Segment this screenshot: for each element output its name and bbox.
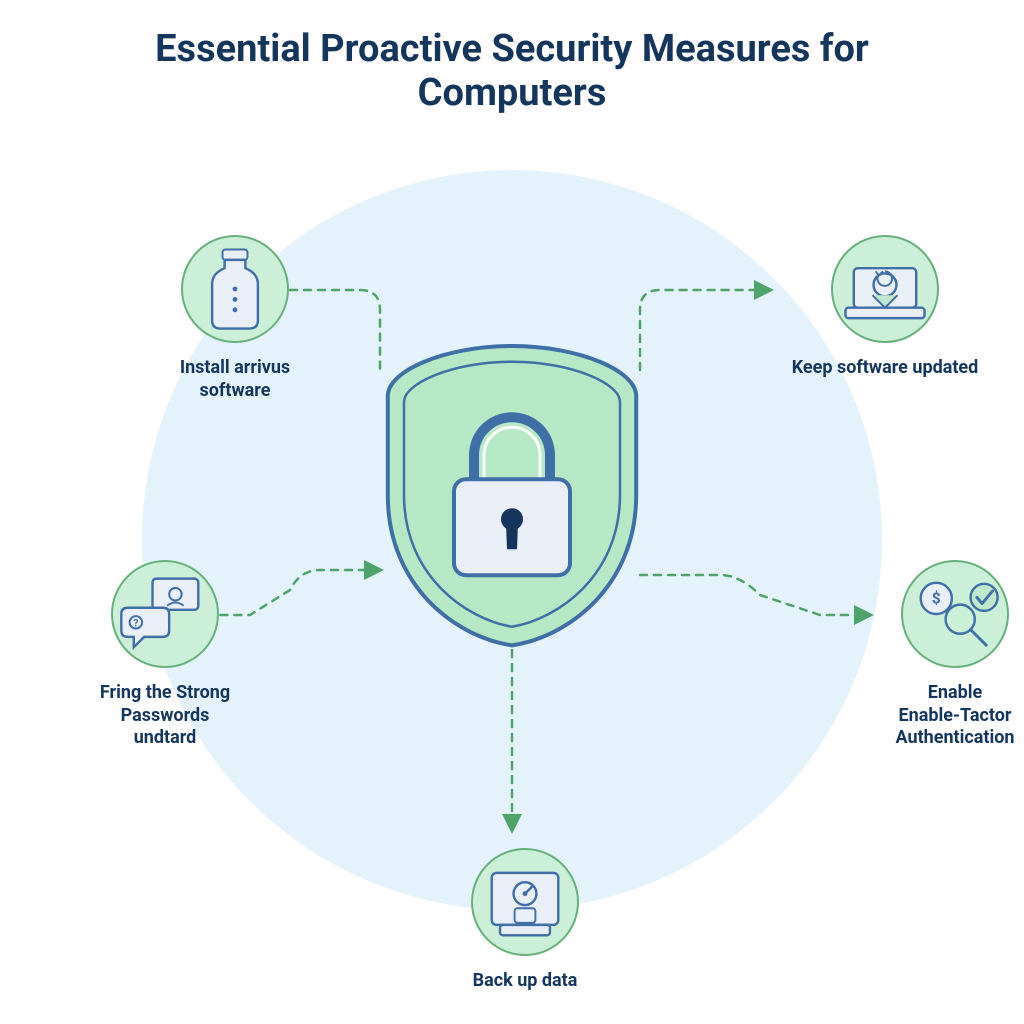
node-passwords: ? Fring the Strong Passwords undtard: [75, 560, 255, 750]
antivirus-icon: [181, 235, 289, 343]
node-label-mfa: Enable Enable-Tactor Authentication: [895, 682, 1014, 750]
updated-icon: [831, 235, 939, 343]
mfa-icon: $: [901, 560, 1009, 668]
node-label-passwords: Fring the Strong Passwords undtard: [100, 682, 230, 750]
passwords-icon: ?: [111, 560, 219, 668]
title-line1: Essential Proactive Security Measures fo…: [0, 28, 1024, 72]
infographic-canvas: Essential Proactive Security Measures fo…: [0, 0, 1024, 1024]
node-label-backup: Back up data: [473, 970, 578, 993]
node-backup: Back up data: [430, 848, 620, 993]
page-title: Essential Proactive Security Measures fo…: [0, 28, 1024, 115]
node-label-antivirus: Install arrivus software: [180, 357, 290, 402]
node-antivirus: Install arrivus software: [150, 235, 320, 402]
backup-icon: [471, 848, 579, 956]
node-label-updated: Keep software updated: [792, 357, 979, 380]
title-line2: Computers: [0, 72, 1024, 116]
svg-text:?: ?: [133, 616, 138, 629]
center-shield: [377, 340, 647, 650]
shield-icon: [377, 340, 647, 650]
node-updated: Keep software updated: [780, 235, 990, 380]
svg-text:$: $: [932, 590, 941, 608]
node-mfa: $ Enable Enable-Tactor Authentication: [870, 560, 1024, 750]
